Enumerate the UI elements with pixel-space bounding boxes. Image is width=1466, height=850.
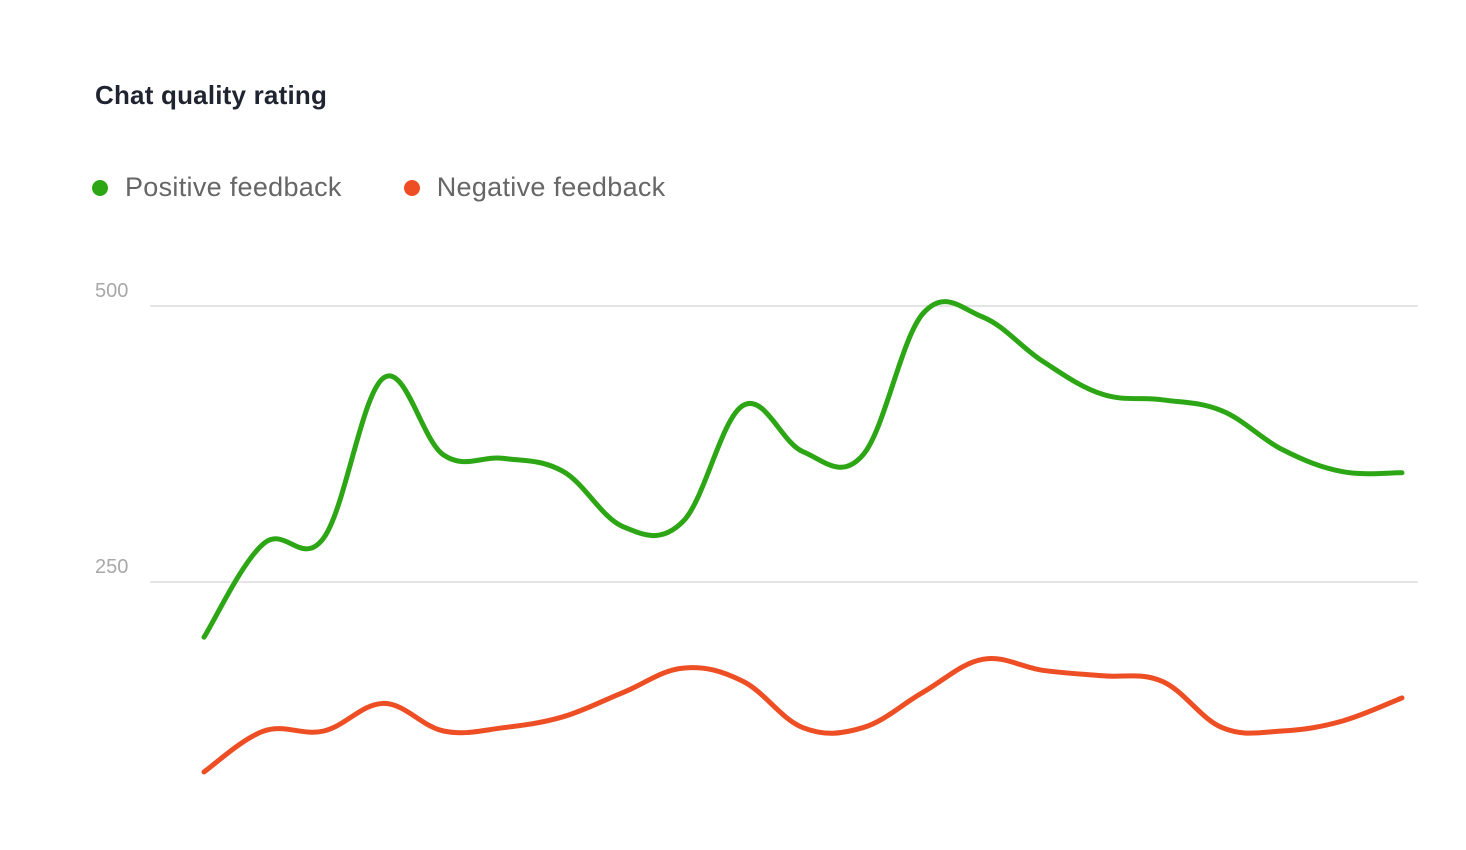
- chart-legend: Positive feedback Negative feedback: [92, 172, 727, 203]
- y-tick-label-250: 250: [95, 556, 128, 578]
- grid-layer: 250 500: [95, 280, 1418, 583]
- legend-label-positive: Positive feedback: [125, 172, 342, 202]
- legend-item-positive[interactable]: Positive feedback: [92, 172, 342, 203]
- legend-dot-positive: [92, 179, 108, 196]
- legend-dot-negative: [403, 179, 420, 196]
- legend-item-negative[interactable]: Negative feedback: [403, 172, 666, 203]
- series-line-negative-feedback[interactable]: [201, 656, 1405, 775]
- series-line-positive-feedback[interactable]: [201, 299, 1405, 640]
- legend-label-negative: Negative feedback: [436, 172, 666, 202]
- y-tick-label-500: 500: [95, 280, 128, 302]
- chart-title: Chat quality rating: [95, 80, 328, 110]
- series-layer: [201, 299, 1405, 775]
